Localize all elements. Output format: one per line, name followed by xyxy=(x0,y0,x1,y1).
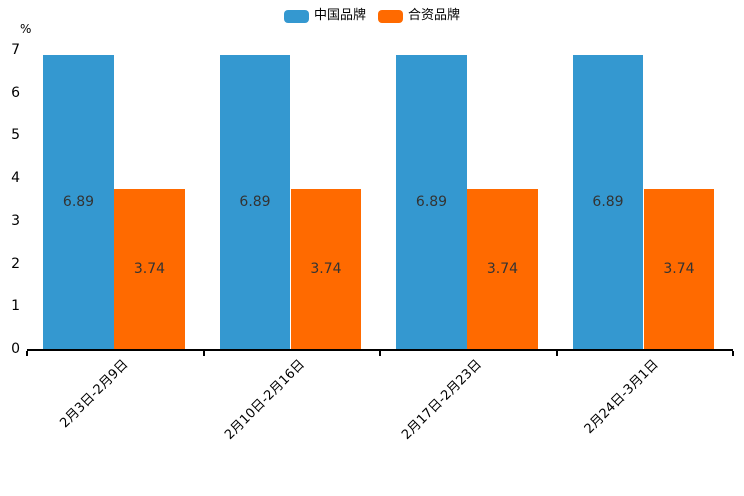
y-axis-tick-label: 3 xyxy=(11,212,20,229)
x-axis-tick-label: 2月17日-2月23日 xyxy=(399,357,485,443)
x-axis-tick-label: 2月10日-2月16日 xyxy=(222,357,309,443)
y-axis-tick-label: 4 xyxy=(11,170,20,187)
legend-item-1[interactable]: 合资品牌 xyxy=(378,8,460,24)
x-axis-tick-label: 2月24日-3月1日 xyxy=(581,357,662,437)
bar-group-0: 6.89 3.74 xyxy=(27,50,204,349)
bar-value-label: 3.74 xyxy=(133,261,166,278)
y-axis-tick-label: 7 xyxy=(11,42,20,58)
bar-group-3: 6.89 3.74 xyxy=(557,50,734,349)
legend-swatch-icon xyxy=(283,9,309,23)
x-axis-tick-label: 2月3日-2月9日 xyxy=(57,357,132,432)
bar-value-label: 3.74 xyxy=(486,261,519,278)
bar-series-0-group-1: 6.89 xyxy=(219,54,291,349)
legend: 中国品牌 合资品牌 xyxy=(0,8,744,24)
x-axis-tick-mark xyxy=(202,351,205,356)
x-axis-tick-mark xyxy=(555,351,558,356)
bar-group-1: 6.89 3.74 xyxy=(204,50,381,349)
legend-label: 中国品牌 xyxy=(313,8,366,23)
bar-series-0-group-0: 6.89 xyxy=(43,54,114,349)
y-axis-tick-label: 2 xyxy=(11,255,20,272)
y-axis-tick-label: 6 xyxy=(11,84,20,101)
bar-series-1-group-0: 3.74 xyxy=(114,189,185,349)
bar-value-label: 3.74 xyxy=(663,261,695,278)
bar-series-1-group-3: 3.74 xyxy=(643,189,715,349)
bar-series-1-group-2: 3.74 xyxy=(467,189,538,349)
plot-area: 6.89 3.74 6.89 3.74 6.89 3.74 6.89 3.74 xyxy=(27,50,733,351)
bar-series-0-group-3: 6.89 xyxy=(572,54,644,349)
x-axis-tick-mark xyxy=(379,351,381,356)
y-axis-tick-label: 0 xyxy=(11,341,20,357)
bar-value-label: 6.89 xyxy=(592,193,624,210)
bar-group-2: 6.89 3.74 xyxy=(380,50,557,349)
y-axis-tick-label: 1 xyxy=(11,298,20,315)
legend-item-0[interactable]: 中国品牌 xyxy=(283,8,366,24)
y-axis-unit-label: % xyxy=(20,22,32,36)
x-axis-tick-mark xyxy=(732,351,734,356)
bar-value-label: 3.74 xyxy=(310,261,342,278)
bar-series-1-group-1: 3.74 xyxy=(290,189,362,349)
bar-series-0-group-2: 6.89 xyxy=(396,54,467,349)
bar-value-label: 6.89 xyxy=(415,193,448,210)
legend-label: 合资品牌 xyxy=(408,8,461,23)
y-axis-tick-label: 5 xyxy=(11,127,20,144)
bar-value-label: 6.89 xyxy=(239,193,271,210)
x-axis-tick-mark xyxy=(26,351,28,356)
bar-value-label: 6.89 xyxy=(62,193,95,210)
legend-swatch-icon xyxy=(378,9,403,23)
